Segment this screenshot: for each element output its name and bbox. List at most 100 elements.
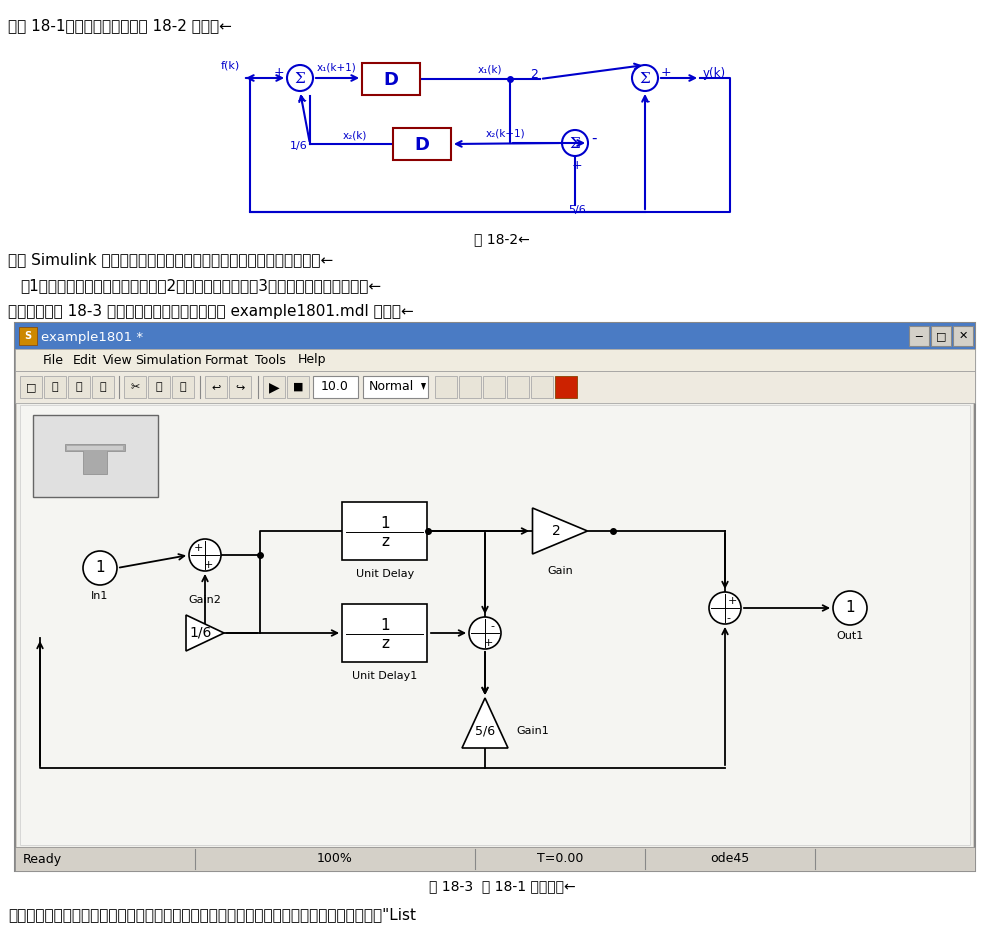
- Bar: [287, 376, 309, 398]
- Bar: [362, 63, 419, 95]
- Text: z: z: [380, 534, 388, 549]
- Bar: [17, 403, 972, 847]
- Text: 5/6: 5/6: [474, 725, 494, 738]
- Text: 【例 18-1】线性离散系统如图 18-2 所示。←: 【例 18-1】线性离散系统如图 18-2 所示。←: [8, 18, 232, 33]
- Bar: [67, 446, 123, 450]
- Text: T=0.00: T=0.00: [537, 853, 583, 866]
- Text: 1: 1: [95, 560, 104, 576]
- Text: Edit: Edit: [73, 353, 97, 367]
- Circle shape: [287, 65, 313, 91]
- Bar: [930, 326, 950, 346]
- Text: +: +: [273, 66, 284, 79]
- Text: y(k): y(k): [702, 67, 725, 80]
- Bar: [68, 376, 90, 398]
- Circle shape: [631, 65, 657, 91]
- Bar: [172, 376, 194, 398]
- Text: -: -: [725, 613, 729, 623]
- Text: 图 18-3  例 18-1 系统模型←: 图 18-3 例 18-1 系统模型←: [428, 879, 575, 893]
- Bar: [15, 371, 974, 403]
- Text: □: □: [26, 382, 36, 392]
- Text: f(k): f(k): [221, 61, 240, 71]
- Text: □: □: [935, 331, 945, 341]
- Text: 100%: 100%: [317, 853, 353, 866]
- Bar: [458, 376, 480, 398]
- Text: ↩: ↩: [211, 382, 221, 392]
- Text: Tools: Tools: [255, 353, 286, 367]
- Text: Gain1: Gain1: [516, 726, 549, 736]
- Text: z: z: [380, 636, 388, 651]
- Text: Format: Format: [205, 353, 249, 367]
- Bar: [147, 376, 170, 398]
- Text: +: +: [297, 94, 307, 107]
- Polygon shape: [65, 444, 125, 474]
- Bar: [124, 376, 145, 398]
- Text: x₂(k+1): x₂(k+1): [485, 129, 526, 139]
- Text: Gain: Gain: [547, 566, 573, 576]
- Bar: [15, 323, 974, 349]
- Text: Σ: Σ: [294, 72, 305, 86]
- Text: -: -: [489, 621, 493, 631]
- Text: D: D: [414, 136, 429, 154]
- Text: 1/6: 1/6: [190, 626, 212, 640]
- Text: x₁(k+1): x₁(k+1): [317, 63, 356, 73]
- Text: +: +: [204, 560, 213, 570]
- Text: 1: 1: [380, 617, 389, 632]
- Bar: [342, 604, 427, 662]
- Bar: [363, 376, 427, 398]
- Text: +: +: [194, 543, 203, 553]
- Text: Σ: Σ: [639, 72, 650, 86]
- Circle shape: [468, 617, 500, 649]
- Text: +: +: [660, 66, 671, 79]
- Text: 📋: 📋: [155, 382, 162, 392]
- Text: 在建模过程中为便于连线，可改变加法器的输入端、输出端所处位置。双击中间的加法器，将"List: 在建模过程中为便于连线，可改变加法器的输入端、输出端所处位置。双击中间的加法器，…: [8, 907, 415, 922]
- Text: 1/6: 1/6: [290, 141, 308, 151]
- Text: ✕: ✕: [957, 331, 967, 341]
- Text: Out1: Out1: [835, 631, 863, 641]
- Text: 试用 Simulink 中的延时器、加法器、数乘器模块建立系统模型，求：←: 试用 Simulink 中的延时器、加法器、数乘器模块建立系统模型，求：←: [8, 252, 333, 267]
- Text: Help: Help: [298, 353, 326, 367]
- Circle shape: [562, 130, 588, 156]
- Bar: [205, 376, 227, 398]
- Text: In1: In1: [91, 591, 108, 601]
- Bar: [482, 376, 505, 398]
- Bar: [15, 847, 974, 871]
- Text: 1: 1: [845, 600, 854, 615]
- Text: File: File: [43, 353, 64, 367]
- Text: 2: 2: [551, 524, 560, 538]
- Text: View: View: [103, 353, 132, 367]
- Text: Unit Delay: Unit Delay: [355, 569, 413, 579]
- Text: ─: ─: [915, 331, 922, 341]
- Bar: [15, 323, 974, 871]
- Text: 图 18-2←: 图 18-2←: [473, 232, 530, 246]
- Bar: [263, 376, 285, 398]
- Text: Normal: Normal: [368, 381, 413, 394]
- Text: +: +: [571, 159, 582, 172]
- Text: ode45: ode45: [710, 853, 749, 866]
- Bar: [555, 376, 577, 398]
- Text: Gain2: Gain2: [189, 595, 222, 605]
- Text: （1）冲激响应和阶跃响应波形；（2）频率响应曲线；（3）系统的状态空间矩阵。←: （1）冲激响应和阶跃响应波形；（2）频率响应曲线；（3）系统的状态空间矩阵。←: [20, 278, 381, 293]
- Bar: [33, 415, 157, 497]
- Text: S: S: [24, 331, 31, 341]
- Bar: [92, 376, 114, 398]
- Bar: [952, 326, 972, 346]
- Polygon shape: [186, 615, 224, 651]
- Text: 1: 1: [380, 515, 389, 530]
- Text: -: -: [591, 131, 596, 146]
- Text: 🖨: 🖨: [99, 382, 106, 392]
- Bar: [531, 376, 553, 398]
- Text: +: +: [482, 638, 492, 648]
- Polygon shape: [461, 698, 508, 748]
- Text: example1801 *: example1801 *: [41, 330, 143, 343]
- Text: x₁(k): x₁(k): [477, 64, 502, 74]
- Text: ↪: ↪: [235, 382, 245, 392]
- Text: ■: ■: [293, 382, 303, 392]
- Bar: [19, 327, 37, 345]
- Text: D: D: [383, 71, 398, 89]
- Bar: [15, 349, 974, 371]
- Bar: [342, 502, 427, 560]
- Circle shape: [832, 591, 867, 625]
- Circle shape: [708, 592, 740, 624]
- Bar: [229, 376, 251, 398]
- Text: Σ: Σ: [569, 137, 580, 151]
